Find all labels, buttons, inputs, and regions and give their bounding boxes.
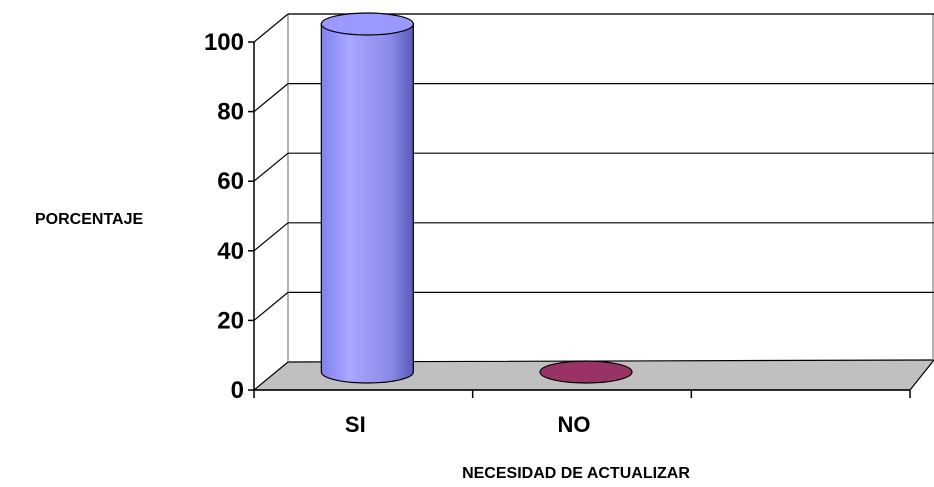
gridline-diagonal [253,83,289,113]
y-axis-title: PORCENTAJE [35,211,143,228]
x-axis-title: NECESIDAD DE ACTUALIZAR [462,465,690,482]
y-tick-label: 60 [217,168,244,195]
x-tick-label-no: NO [558,412,591,437]
y-tick-label: 80 [217,99,244,126]
gridline-diagonal [253,291,289,321]
y-tick-label: 20 [217,307,244,334]
bar-no [539,360,633,384]
gridline-diagonal [253,152,289,182]
gridline-diagonal [253,222,289,252]
y-tick-label: 0 [231,377,244,404]
gridline-diagonal [253,13,289,43]
x-tick-label-si: SI [345,412,366,437]
y-tick-label: 100 [204,29,244,56]
x-axis [253,389,911,398]
bar-si-top [320,12,414,36]
bar-si [320,23,414,384]
category-labels: SI NO [345,412,591,437]
bars [320,12,633,384]
y-tick-label: 40 [217,238,244,265]
y-axis: 0 20 40 60 80 100 [204,29,255,404]
